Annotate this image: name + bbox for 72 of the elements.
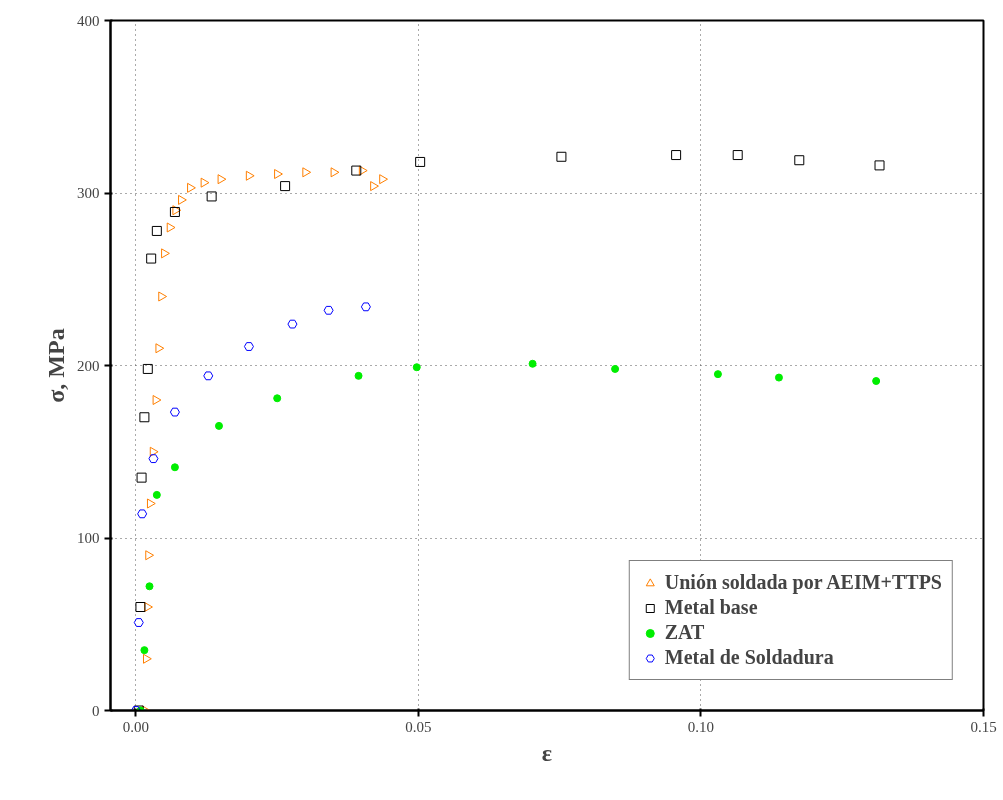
point <box>170 463 179 472</box>
point <box>135 602 146 612</box>
y-tick-label: 200 <box>77 357 100 374</box>
point <box>152 490 161 499</box>
point <box>556 151 567 162</box>
point <box>354 371 363 380</box>
point <box>243 342 254 351</box>
point <box>137 509 148 519</box>
point <box>178 194 187 205</box>
point <box>166 222 176 233</box>
point <box>140 646 149 655</box>
y-axis-title: σ, MPa <box>43 328 69 403</box>
point <box>143 653 152 664</box>
legend-label: Unión soldada por AEIM+TTPS <box>664 571 942 594</box>
point <box>287 319 298 329</box>
point <box>151 225 162 236</box>
point <box>274 169 283 180</box>
y-tick-label: 400 <box>77 12 100 29</box>
point <box>245 170 255 181</box>
legend-label: ZAT <box>664 621 705 644</box>
point <box>155 343 165 354</box>
point <box>161 248 170 259</box>
legend-label: Metal base <box>664 596 758 619</box>
point <box>732 150 743 161</box>
y-tick-label: 100 <box>77 530 100 546</box>
point <box>169 407 180 417</box>
point <box>187 182 196 193</box>
point <box>139 412 150 423</box>
x-tick-label: 0.15 <box>970 718 997 735</box>
point <box>149 446 159 457</box>
legend-label: Metal de Soldadura <box>664 646 834 669</box>
point <box>874 160 885 171</box>
x-tick-label: 0.00 <box>122 718 150 735</box>
point <box>203 371 214 381</box>
point <box>280 181 291 192</box>
point <box>774 373 783 382</box>
point <box>145 582 154 591</box>
point <box>528 359 537 368</box>
point <box>360 302 371 312</box>
point <box>200 177 210 188</box>
point <box>671 150 682 161</box>
x-tick-label: 0.05 <box>405 718 432 735</box>
point <box>273 394 282 403</box>
y-tick-label: 300 <box>77 185 100 201</box>
point <box>358 165 368 176</box>
x-tick-label: 0.10 <box>687 718 715 735</box>
point <box>370 181 379 192</box>
point <box>133 618 144 627</box>
point <box>217 174 227 185</box>
point <box>323 305 334 315</box>
point <box>136 472 147 483</box>
point <box>412 363 421 372</box>
point <box>145 550 155 561</box>
point <box>152 395 162 405</box>
point <box>302 167 312 178</box>
point <box>142 363 153 374</box>
point <box>611 364 620 373</box>
point <box>379 174 388 185</box>
point <box>148 454 159 464</box>
y-tick-label: 0 <box>92 702 100 719</box>
point <box>206 191 217 202</box>
point <box>330 167 340 178</box>
point <box>415 156 426 167</box>
point <box>146 253 157 264</box>
point <box>713 370 722 379</box>
point <box>158 291 168 302</box>
x-axis-title: ε <box>541 739 553 766</box>
point <box>351 165 362 176</box>
point <box>794 155 805 166</box>
point <box>872 377 881 386</box>
point <box>214 421 223 430</box>
point <box>146 498 156 509</box>
